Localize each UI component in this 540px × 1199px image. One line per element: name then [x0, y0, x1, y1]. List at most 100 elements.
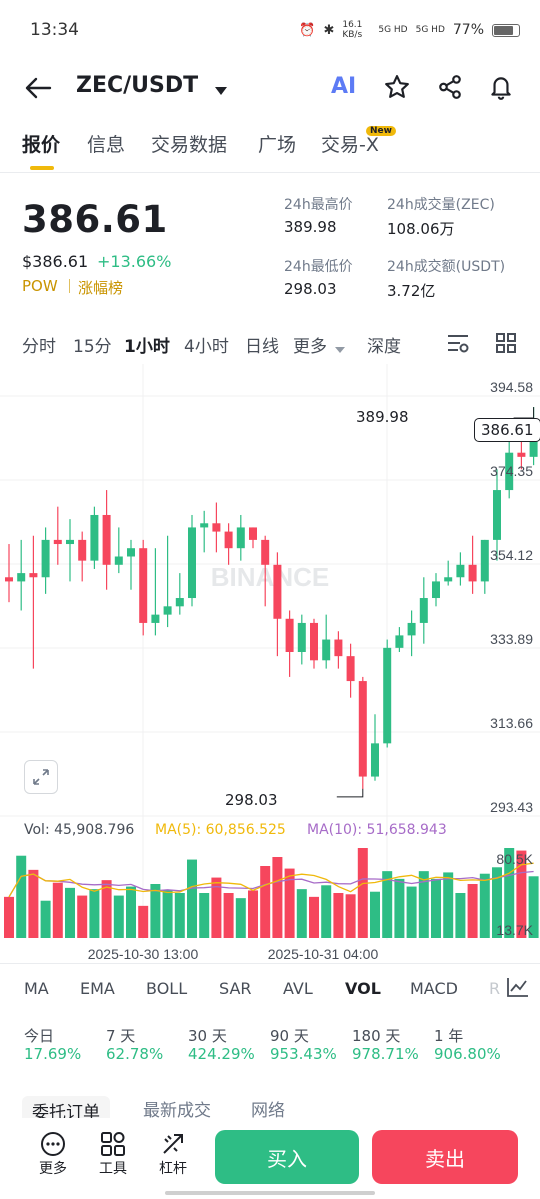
- tag-pow[interactable]: POW: [22, 277, 58, 295]
- tf-1h[interactable]: 1小时: [124, 337, 170, 357]
- tf-time[interactable]: 分时: [22, 337, 56, 357]
- candle-body-7: [90, 514, 99, 561]
- candle-body-36: [444, 577, 453, 582]
- volume-bar-18: [223, 893, 234, 938]
- vol-label: 24h成交量(ZEC): [387, 197, 495, 213]
- perf-value-1y: 906.80%: [434, 1045, 501, 1063]
- candle-body-26: [322, 639, 331, 661]
- buy-button[interactable]: 买入: [215, 1130, 359, 1184]
- tab-network[interactable]: 网络: [251, 1101, 285, 1121]
- price-tick-5: 293.43: [490, 799, 533, 815]
- tab-latest-trades[interactable]: 最新成交: [143, 1101, 211, 1121]
- layout-grid-icon[interactable]: [495, 332, 517, 358]
- volume-bar-23: [284, 868, 295, 938]
- volume-bar-28: [345, 894, 356, 938]
- candle-body-33: [407, 622, 416, 636]
- leverage-button[interactable]: 杠杆: [148, 1130, 198, 1178]
- volume-bar-40: [492, 867, 502, 938]
- amount-value: 3.72亿: [387, 282, 436, 300]
- candle-body-28: [346, 656, 355, 682]
- candle-body-2: [29, 573, 38, 578]
- ind-macd[interactable]: MACD: [410, 979, 458, 998]
- ma-lines: [8, 862, 534, 898]
- candle-body-25: [310, 622, 318, 661]
- candlestick-chart[interactable]: BINANCE 394.58 374.35 354.12 333.89 313.66 29…: [0, 364, 540, 964]
- ind-avl[interactable]: AVL: [283, 979, 313, 998]
- tf-15m[interactable]: 15分: [73, 337, 112, 357]
- volume-bar-21: [260, 866, 271, 938]
- ind-sar[interactable]: SAR: [219, 979, 252, 998]
- star-icon[interactable]: [384, 74, 410, 104]
- new-badge: New: [366, 126, 396, 136]
- volume-bar-30: [370, 891, 380, 938]
- header: [0, 64, 540, 112]
- volume-bar-42: [516, 850, 527, 938]
- volume-bar-9: [113, 895, 124, 938]
- sell-button[interactable]: 卖出: [372, 1130, 518, 1184]
- tf-1d[interactable]: 日线: [245, 337, 279, 357]
- candle-body-15: [188, 527, 196, 599]
- candle-body-31: [383, 647, 392, 744]
- candle-body-27: [334, 639, 343, 657]
- candle-body-0: [5, 577, 13, 582]
- tab-square[interactable]: 广场: [258, 134, 297, 156]
- price-change: +13.66%: [97, 252, 172, 271]
- time-tick-0: 2025-10-30 13:00: [88, 946, 199, 962]
- perf-label-90d: 90 天: [270, 1027, 309, 1045]
- price-tick-0: 394.58: [490, 379, 533, 395]
- volume-bar-20: [248, 890, 258, 938]
- candle-body-37: [456, 564, 465, 578]
- last-price: 386.61: [22, 198, 168, 241]
- vol-tick-1: 13.7K: [496, 922, 533, 938]
- amount-label: 24h成交额(USDT): [387, 259, 506, 275]
- high-marker-label: 389.98: [356, 408, 409, 426]
- volume-bar-35: [431, 878, 441, 938]
- ind-vol[interactable]: VOL: [345, 979, 381, 998]
- back-icon[interactable]: [24, 76, 52, 104]
- perf-label-30d: 30 天: [188, 1027, 227, 1045]
- tf-depth[interactable]: 深度: [367, 337, 401, 357]
- ind-ema[interactable]: EMA: [80, 979, 115, 998]
- volume-bar-1: [16, 855, 27, 938]
- more-button[interactable]: 更多: [28, 1130, 78, 1178]
- share-icon[interactable]: [437, 74, 463, 104]
- bell-icon[interactable]: [488, 73, 514, 105]
- tab-quote[interactable]: 报价: [22, 134, 61, 156]
- tf-more[interactable]: 更多: [293, 337, 327, 357]
- volume-bars: [4, 848, 539, 938]
- volume-bar-14: [174, 893, 185, 938]
- battery-icon: [492, 23, 520, 37]
- candle-body-32: [395, 635, 404, 648]
- ai-icon[interactable]: AI: [331, 74, 357, 99]
- ind-boll[interactable]: BOLL: [146, 979, 188, 998]
- ind-r[interactable]: R: [489, 979, 501, 998]
- ind-ma[interactable]: MA: [24, 979, 49, 998]
- candle-body-22: [273, 564, 282, 619]
- tools-button[interactable]: 工具: [88, 1130, 138, 1178]
- time-tick-1: 2025-10-31 04:00: [268, 946, 379, 962]
- tag-gainers[interactable]: 涨幅榜: [78, 279, 124, 297]
- chart-settings-icon[interactable]: [446, 332, 470, 358]
- candle-body-13: [163, 606, 172, 615]
- candle-body-8: [102, 514, 111, 565]
- tools-label: 工具: [99, 1161, 127, 1177]
- tf-4h[interactable]: 4小时: [184, 337, 229, 357]
- tab-info[interactable]: 信息: [87, 134, 126, 156]
- fullscreen-icon[interactable]: [24, 760, 58, 794]
- tag-separator: [69, 279, 70, 293]
- volume-bar-34: [418, 871, 429, 938]
- indicator-chart-icon[interactable]: [502, 974, 534, 1004]
- pair-title[interactable]: ZEC/USDT: [76, 73, 199, 98]
- volume-bar-32: [394, 878, 405, 938]
- vol-tick-0: 80.5K: [496, 851, 533, 867]
- more-label: 更多: [39, 1161, 67, 1177]
- signal-1: 5G HD: [378, 25, 408, 35]
- tab-trading-data[interactable]: 交易数据: [151, 134, 228, 156]
- tools-icon: [88, 1130, 138, 1158]
- pair-dropdown-icon[interactable]: [214, 81, 228, 100]
- volume-bar-5: [65, 887, 75, 938]
- tab-trade-x[interactable]: 交易-X: [321, 134, 379, 156]
- low-marker-line: [336, 788, 364, 798]
- candle-body-38: [468, 564, 477, 582]
- volume-bar-29: [357, 848, 368, 938]
